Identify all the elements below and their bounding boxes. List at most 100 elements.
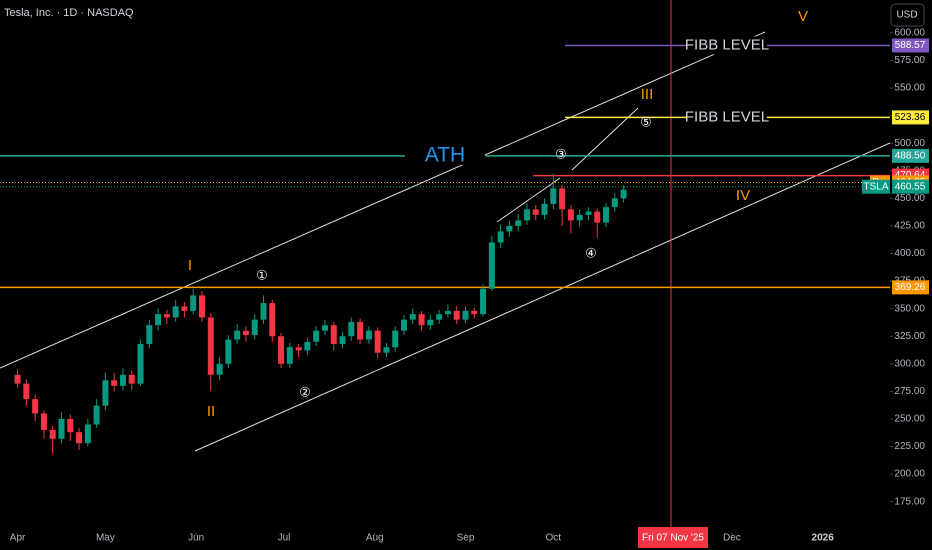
y-tick-label: 225.00 [894, 441, 925, 452]
candle-body [330, 325, 337, 344]
candle-body [155, 314, 162, 326]
price-label: 488.50 [895, 151, 926, 162]
candle-body [444, 310, 451, 315]
currency: USD [896, 10, 917, 21]
candle-body [488, 242, 495, 289]
chart-title: Tesla, Inc. · 1D · NASDAQ [4, 7, 134, 19]
candle-body [207, 317, 214, 375]
price-label-box [892, 280, 929, 295]
y-tick-label: 250.00 [894, 414, 925, 425]
wave-label: I [188, 257, 192, 274]
candle-body [40, 413, 47, 430]
candle-body [462, 310, 469, 320]
candle-body [111, 380, 118, 386]
cursor-date: Fri 07 Nov '25 [642, 533, 704, 544]
candle-body [67, 418, 74, 433]
candle-body [532, 209, 539, 215]
candle-body [119, 374, 126, 386]
wave-label: III [641, 86, 654, 103]
wave-count: ⑤ [640, 114, 652, 129]
trend-line [0, 31, 766, 369]
candle-body [401, 319, 408, 331]
candle-body [242, 330, 249, 336]
candle-body [427, 319, 434, 326]
candle-body [58, 418, 65, 439]
candle-body [84, 424, 91, 444]
candle-body [418, 314, 425, 326]
wave-count: ② [299, 384, 311, 399]
cursor-date-box [638, 527, 708, 548]
plot [0, 44, 890, 455]
candle-body [559, 188, 566, 210]
candle-body [102, 380, 109, 406]
y-tick-label: 275.00 [894, 386, 925, 397]
level-text: FIBB LEVEL [685, 36, 769, 53]
candle-body [163, 314, 170, 318]
candle-body [286, 347, 293, 364]
candle-body [93, 405, 100, 425]
candle-body [357, 321, 364, 340]
candle-body [436, 314, 443, 320]
candle-body [409, 314, 416, 320]
candle-body [348, 321, 355, 337]
quote-tag: TSLA [863, 181, 888, 192]
candle-body [594, 211, 601, 223]
y-tick-label: 300.00 [894, 358, 925, 369]
candle-body [374, 330, 381, 353]
candle-body [471, 310, 478, 315]
trend-line [496, 177, 561, 223]
trend-line [194, 142, 891, 452]
wave-count: ③ [555, 146, 567, 161]
quote-tag-box [862, 179, 890, 194]
candle-body [216, 363, 223, 375]
candle-body [339, 336, 346, 344]
x-tick-label: Dec [723, 533, 741, 544]
candle-body [23, 383, 30, 400]
y-tick-label: 600.00 [894, 28, 925, 39]
price-label-box [892, 110, 929, 125]
y-tick-label: 350.00 [894, 303, 925, 314]
candle-body [480, 288, 487, 315]
currency-button[interactable] [890, 3, 925, 27]
wave-label: II [207, 403, 215, 420]
y-tick-label: 450.00 [894, 193, 925, 204]
y-tick-label: 175.00 [894, 496, 925, 507]
level-text-bg [687, 36, 767, 55]
y-tick-label: 425.00 [894, 221, 925, 232]
candle-body [128, 374, 135, 384]
level-text-bg [687, 108, 767, 127]
candle-body [295, 347, 302, 351]
candle-body [523, 209, 530, 221]
candle-body [313, 330, 320, 342]
candle-body [251, 319, 258, 336]
candle-body [611, 198, 618, 208]
price-label-box [892, 38, 929, 53]
candle-body [576, 214, 583, 221]
candle-body [585, 211, 592, 215]
candle-body [199, 295, 206, 318]
wave-count: ④ [585, 245, 597, 260]
y-tick-label: 500.00 [894, 138, 925, 149]
x-tick-label: Apr [10, 533, 26, 544]
candle-body [506, 225, 513, 232]
y-tick-label: 400.00 [894, 248, 925, 259]
level-text-bg [405, 146, 485, 165]
y-tick-label: 575.00 [894, 55, 925, 66]
candle-body [172, 306, 179, 318]
quote-price: 460.55 [895, 181, 926, 192]
x-tick-label: May [96, 533, 115, 544]
wave-label: V [798, 8, 808, 25]
candle-body [190, 295, 197, 311]
trend-line [571, 107, 639, 171]
quote-price-box [892, 179, 929, 194]
candle-body [383, 347, 390, 353]
x-tick-label: 2026 [812, 533, 835, 544]
x-tick-label: Aug [366, 533, 384, 544]
candle-body [321, 325, 328, 331]
candle-body [603, 207, 610, 223]
x-tick-label: Jul [278, 533, 291, 544]
candle-body [550, 188, 557, 204]
candle-body [567, 209, 574, 221]
